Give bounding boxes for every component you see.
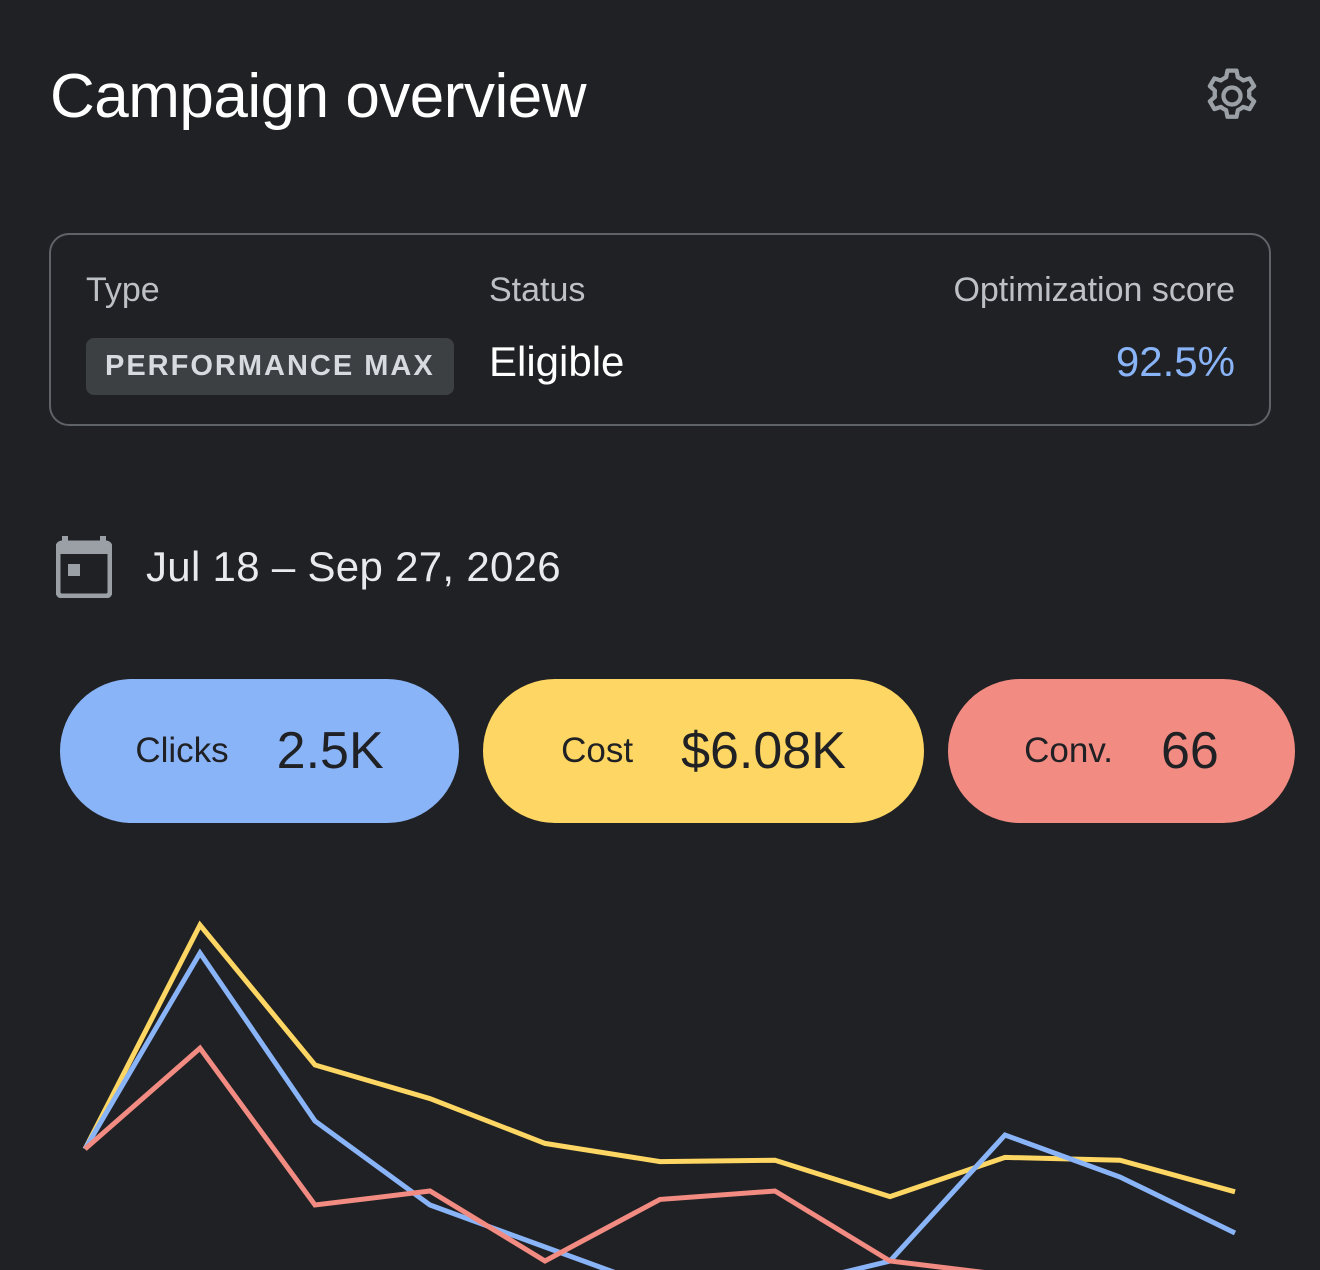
cost-metric-chip[interactable]: Cost $6.08K [483, 679, 924, 823]
conversions-series-line [83, 1044, 985, 1270]
campaign-type-badge: PERFORMANCE MAX [86, 338, 454, 395]
cost-value: $6.08K [681, 722, 846, 780]
status-label: Status [489, 271, 586, 309]
calendar-icon [56, 536, 112, 598]
clicks-metric-chip[interactable]: Clicks 2.5K [60, 679, 459, 823]
type-label: Type [86, 271, 160, 309]
settings-button[interactable] [1196, 60, 1268, 132]
date-range-selector[interactable]: Jul 18 – Sep 27, 2026 [56, 536, 561, 598]
score-column[interactable]: Optimization score 92.5% [953, 271, 1235, 386]
optimization-score-label: Optimization score [953, 271, 1235, 309]
clicks-series-line [82, 948, 1237, 1270]
header: Campaign overview [50, 60, 1260, 132]
gear-icon [1207, 68, 1257, 119]
optimization-score-value[interactable]: 92.5% [1115, 338, 1235, 385]
conversions-label: Conv. [1024, 731, 1113, 770]
date-range-text: Jul 18 – Sep 27, 2026 [146, 543, 561, 590]
performance-line-chart [82, 920, 1237, 1270]
conversions-metric-chip[interactable]: Conv. 66 [948, 679, 1295, 823]
clicks-value: 2.5K [276, 722, 384, 780]
campaign-info-card: Type PERFORMANCE MAX Status Eligible Opt… [49, 233, 1271, 426]
page-title: Campaign overview [50, 61, 586, 131]
clicks-label: Clicks [135, 731, 229, 770]
status-column: Status Eligible [489, 271, 624, 386]
cost-label: Cost [561, 731, 634, 770]
conversions-value: 66 [1161, 722, 1219, 780]
status-value: Eligible [489, 338, 625, 385]
type-column: Type PERFORMANCE MAX [86, 271, 454, 395]
cost-series-line [82, 920, 1236, 1200]
